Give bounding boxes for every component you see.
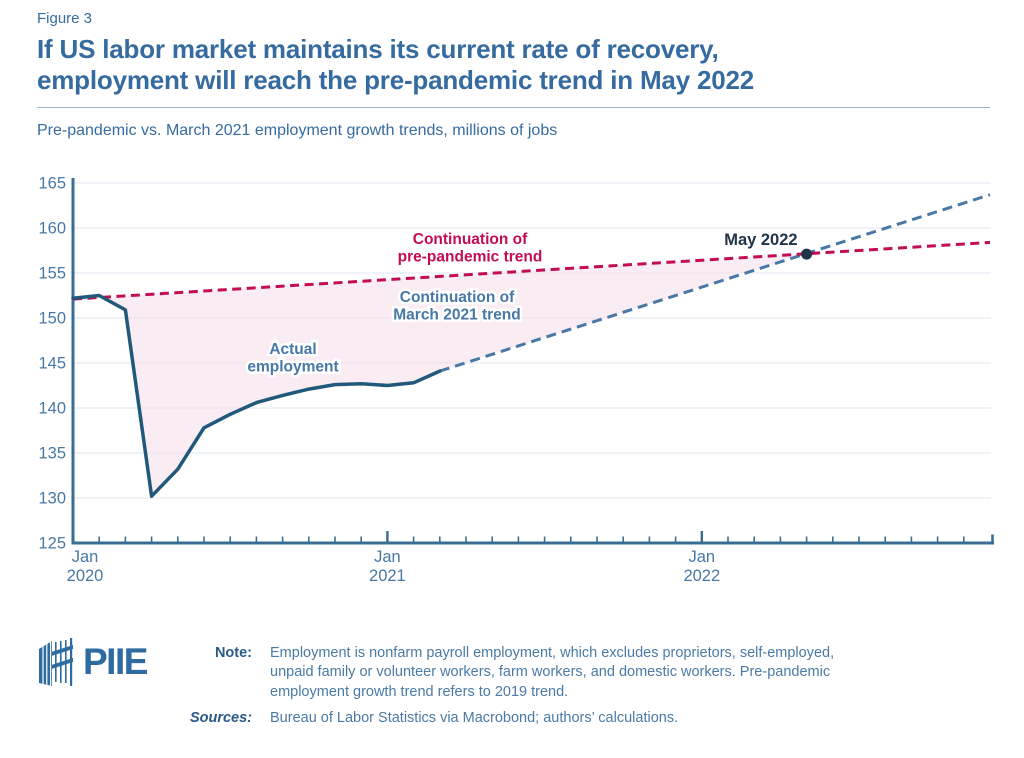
figure-number: Figure 3 [37,10,93,27]
note-text: Employment is nonfarm payroll employment… [270,645,835,700]
piie-building-icon [39,638,73,686]
y-axis-labels: 125 130 135 140 145 150 155 160 165 [38,175,66,553]
jobs-gap-shaded-region [73,253,807,497]
sources-text: Bureau of Labor Statistics via Macrobond… [270,710,679,726]
annotation-pre-pandemic-label: Continuation of pre-pandemic trend [398,231,543,266]
figure-title-line2: employment will reach the pre-pandemic t… [37,65,755,95]
pre-pandemic-trend-line [72,240,991,301]
note-block: Note: Employment is nonfarm payroll empl… [37,644,938,702]
piie-wordmark: PIIE [83,641,148,682]
svg-text:145: 145 [38,355,66,373]
may-2022-marker-dot [801,248,813,260]
note-label: Note: [214,645,252,661]
title-divider [37,107,990,108]
svg-text:125: 125 [38,535,66,553]
svg-text:165: 165 [38,175,66,193]
sources-label: Sources: [189,710,252,726]
svg-text:130: 130 [38,490,66,508]
actual-employment-line [71,293,442,498]
axes [71,178,994,545]
svg-text:160: 160 [38,220,66,238]
svg-text:155: 155 [38,265,66,283]
svg-text:150: 150 [38,310,66,328]
sources-block: Sources: Bureau of Labor Statistics via … [37,709,938,728]
march-2021-trend-line [439,193,991,373]
figure-header: Figure 3 If US labor market maintains it… [37,10,994,140]
piie-logo: PIIE [38,636,148,688]
annotation-may-2022: May 2022 [724,231,797,249]
figure-title: If US labor market maintains its current… [37,34,994,96]
x-axis-labels: Jan 2020 Jan 2021 Jan 2022 [67,548,721,585]
svg-text:140: 140 [38,400,66,418]
figure-subtitle: Pre-pandemic vs. March 2021 employment g… [37,122,558,139]
annotation-march-2021-label: Continuation of March 2021 trend [393,289,521,324]
figure-title-line1: If US labor market maintains its current… [37,34,719,64]
svg-text:135: 135 [38,445,66,463]
annotation-actual-label: Actual employment [247,341,338,376]
